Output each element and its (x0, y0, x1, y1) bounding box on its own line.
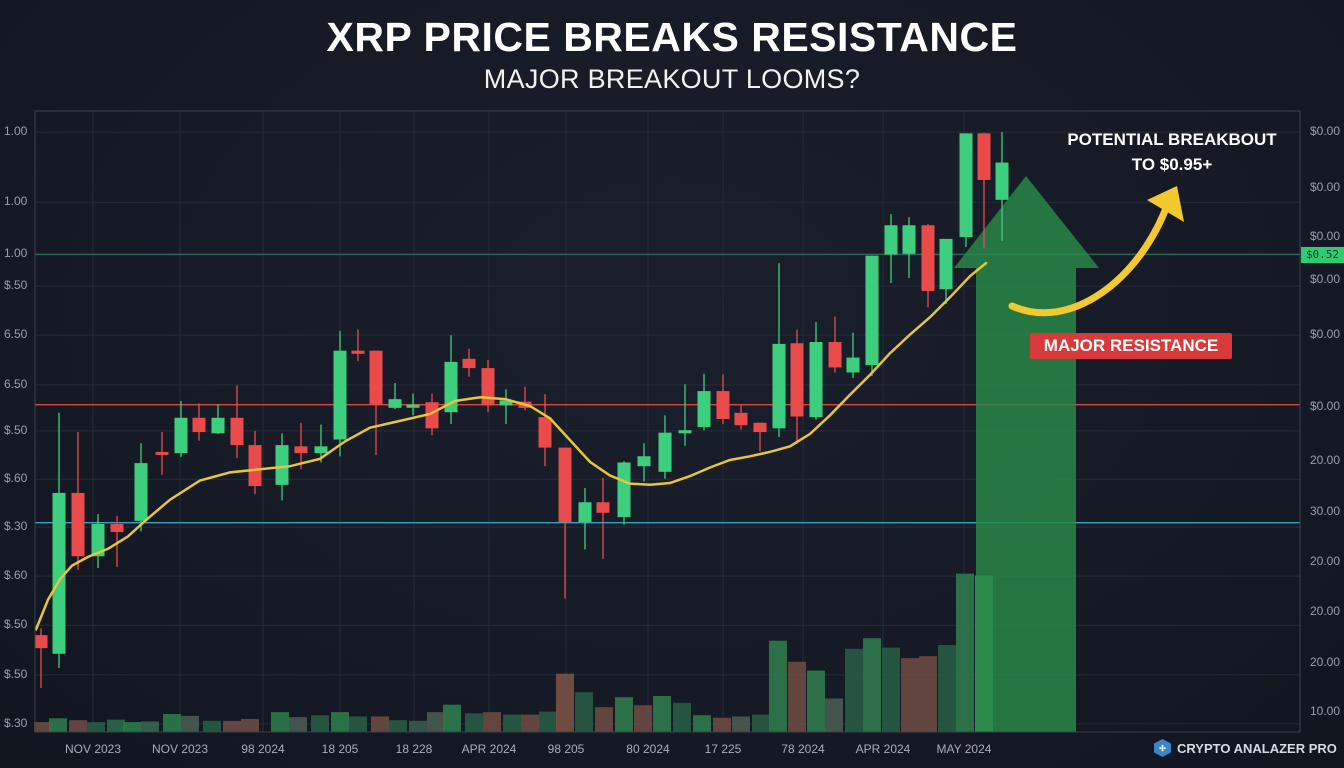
y-axis-label: $.60 (4, 471, 28, 486)
x-axis-label: MAY 2024 (936, 742, 992, 756)
x-axis-label: 78 2024 (781, 742, 825, 756)
breakout-arrow-icon (954, 176, 1099, 732)
horizontal-levels (35, 253, 1300, 524)
y-axis-label: 6.50 (4, 327, 28, 342)
x-axis-label: 18 205 (321, 742, 359, 756)
x-axis-label: 80 2024 (626, 742, 670, 756)
hexagon-logo-icon: ✣ (1154, 739, 1171, 757)
breakout-annotation: POTENTIAL BREAKBOUT TO $0.95+ (1050, 127, 1294, 177)
x-axis-label: APR 2024 (855, 742, 911, 756)
x-axis-label: NOV 2023 (151, 742, 209, 756)
brand-logo: ✣ CRYPTO ANALAZER PRO (1154, 739, 1337, 757)
y-axis-label: $0.00 (1310, 180, 1341, 194)
x-axis-label: 18 228 (395, 742, 433, 756)
curved-arrow-icon (1008, 186, 1184, 317)
y-axis-label: $.60 (4, 568, 28, 583)
y-axis-label: $.50 (4, 617, 28, 632)
breakout-line-2: TO $0.95+ (1131, 155, 1213, 174)
y-axis-label: $.50 (4, 422, 28, 437)
page-subtitle: MAJOR BREAKOUT LOOMS? (483, 64, 861, 94)
y-axis-label: $0.00 (1310, 124, 1341, 139)
y-axis-label: $0.00 (1310, 229, 1341, 244)
volume-bars (34, 573, 993, 732)
major-resistance-label: MAJOR RESISTANCE (1030, 333, 1232, 359)
y-axis-label: $.50 (4, 666, 28, 681)
brand-name: CRYPTO ANALAZER PRO (1177, 740, 1337, 756)
y-axis-label: $.30 (4, 519, 28, 534)
chart-grid (35, 111, 1300, 732)
y-axis-label: $0.00 (1310, 327, 1341, 342)
page-title: XRP PRICE BREAKS RESISTANCE (326, 14, 1018, 60)
current-price-tag: $0.52 (1301, 247, 1344, 263)
x-axis-label: APR 2024 (461, 742, 517, 756)
breakout-line-1: POTENTIAL BREAKBOUT (1067, 130, 1277, 149)
y-axis-label: 20.00 (1310, 655, 1341, 670)
x-axis-label: 98 205 (547, 742, 585, 756)
y-axis-label: $0.00 (1310, 399, 1341, 414)
y-axis-label: 6.50 (4, 376, 28, 391)
y-axis-label: 20.00 (1310, 553, 1341, 568)
y-axis-label: 1.00 (4, 194, 28, 209)
candles (34, 132, 1009, 688)
y-axis-label: 20.00 (1310, 453, 1341, 468)
y-axis-label: 10.00 (1310, 704, 1341, 719)
y-axis-label: 1.00 (4, 124, 28, 139)
x-axis-label: 98 2024 (241, 742, 285, 756)
y-axis-label: 1.00 (4, 245, 28, 260)
y-axis-label: 20.00 (1310, 604, 1341, 619)
y-axis-label: $.50 (4, 278, 28, 293)
moving-average-line (34, 261, 988, 631)
x-axis-label: NOV 2023 (64, 742, 122, 756)
y-axis-label: 30.00 (1310, 504, 1341, 519)
x-axis-label: 17 225 (704, 742, 742, 756)
y-axis-label: $.30 (4, 715, 28, 730)
y-axis-label: $0.00 (1310, 271, 1341, 286)
